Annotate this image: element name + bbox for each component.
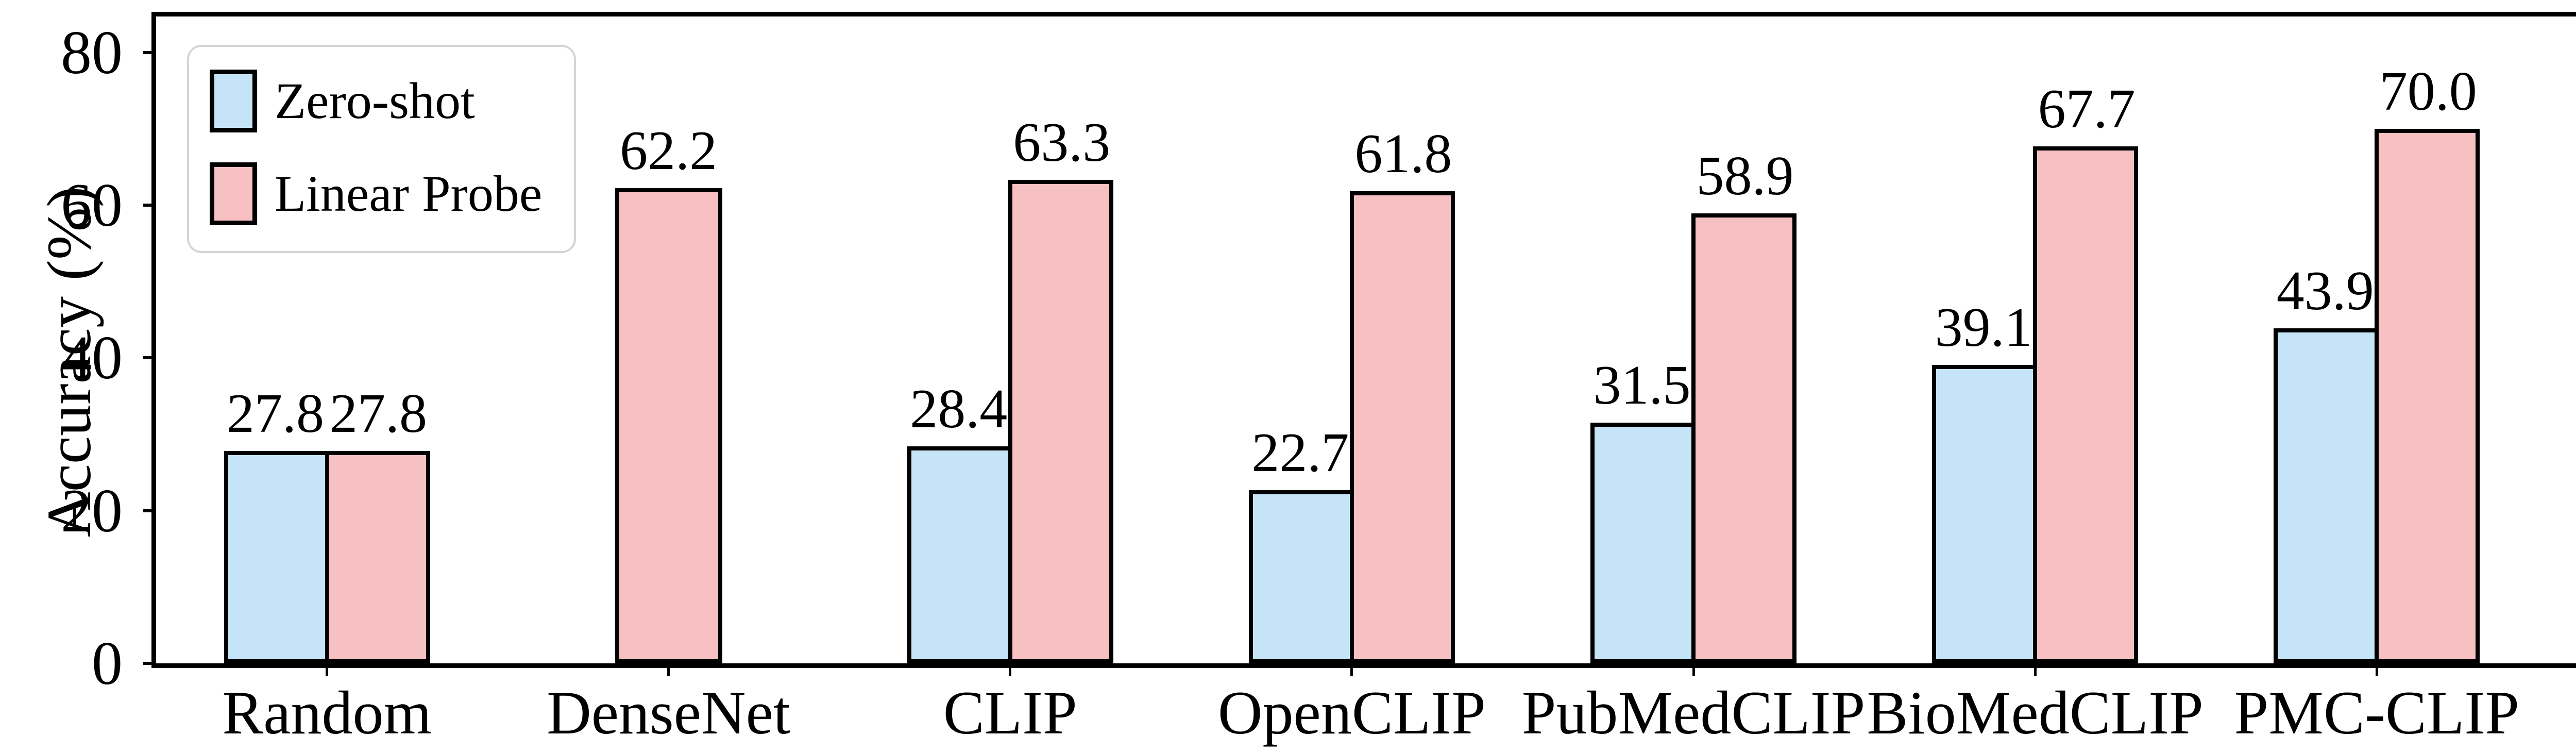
value-label-linear-probe-pubmedclip: 58.9 (1696, 145, 1794, 207)
x-tick-label-biomedclip: BioMedCLIP (1867, 678, 2204, 747)
bar-linear-probe-densenet (615, 188, 722, 663)
x-tick-label-pmc-clip: PMC-CLIP (2234, 678, 2519, 747)
value-label-zero-shot-biomedclip: 39.1 (1935, 296, 2032, 358)
y-tick-mark-60 (143, 203, 151, 207)
bar-linear-probe-biomedclip (2033, 146, 2139, 663)
x-tick-mark-openclip (1350, 668, 1353, 676)
y-tick-mark-80 (143, 51, 151, 54)
bar-zero-shot-openclip (1248, 490, 1354, 663)
y-tick-mark-40 (143, 356, 151, 360)
y-tick-label-60: 60 (61, 170, 123, 239)
y-tick-label-40: 40 (61, 323, 123, 392)
bar-linear-probe-random (325, 451, 430, 663)
x-tick-mark-pmc-clip (2375, 668, 2378, 676)
x-tick-label-densenet: DenseNet (547, 678, 791, 747)
x-tick-mark-biomedclip (2033, 668, 2037, 676)
bar-linear-probe-openclip (1349, 191, 1455, 663)
value-label-zero-shot-random: 27.8 (227, 383, 325, 445)
value-label-linear-probe-pmc-clip: 70.0 (2379, 60, 2477, 122)
x-tick-label-random: Random (222, 678, 432, 747)
legend: Zero-shot Linear Probe (187, 45, 577, 253)
bar-zero-shot-random (224, 451, 329, 663)
value-label-linear-probe-openclip: 61.8 (1354, 123, 1452, 185)
value-label-zero-shot-pubmedclip: 31.5 (1593, 355, 1691, 416)
y-tick-mark-20 (143, 509, 151, 512)
value-label-zero-shot-clip: 28.4 (910, 378, 1008, 440)
legend-label-linear-probe: Linear Probe (275, 165, 543, 222)
value-label-zero-shot-openclip: 22.7 (1251, 422, 1349, 483)
bar-zero-shot-pmc-clip (2274, 328, 2379, 663)
legend-item-zero-shot: Zero-shot (210, 70, 542, 132)
x-tick-label-clip: CLIP (943, 678, 1077, 747)
y-tick-label-20: 20 (61, 476, 123, 545)
value-label-linear-probe-random: 27.8 (330, 383, 428, 445)
bar-zero-shot-clip (907, 446, 1012, 663)
value-label-linear-probe-clip: 63.3 (1013, 112, 1111, 174)
x-tick-mark-pubmedclip (1692, 668, 1695, 676)
bar-linear-probe-pmc-clip (2375, 128, 2480, 663)
value-label-zero-shot-pmc-clip: 43.9 (2276, 260, 2374, 322)
bars-layer: 27.8 27.8 62.2 28.4 63.3 22.7 61.8 31.5 58.9 39.1… (156, 16, 2576, 663)
x-tick-mark-clip (1009, 668, 1012, 676)
bar-linear-probe-clip (1008, 180, 1113, 663)
x-tick-label-openclip: OpenCLIP (1217, 678, 1486, 747)
linear-probe-swatch-icon (210, 162, 257, 225)
y-tick-mark-0 (143, 662, 151, 665)
legend-label-zero-shot: Zero-shot (275, 72, 475, 129)
bar-zero-shot-biomedclip (1932, 364, 2038, 663)
value-label-linear-probe-biomedclip: 67.7 (2038, 78, 2136, 140)
x-tick-mark-random (326, 668, 329, 676)
x-tick-label-pubmedclip: PubMedCLIP (1521, 678, 1866, 747)
zero-shot-swatch-icon (210, 70, 257, 132)
plot-area: 27.8 27.8 62.2 28.4 63.3 22.7 61.8 31.5 58.9 39.1… (151, 12, 2576, 668)
x-tick-mark-densenet (667, 668, 670, 676)
legend-item-linear-probe: Linear Probe (210, 162, 542, 225)
y-tick-label-80: 80 (61, 18, 123, 87)
bar-linear-probe-pubmedclip (1691, 213, 1797, 663)
value-label-linear-probe-densenet: 62.2 (620, 120, 718, 182)
bar-zero-shot-pubmedclip (1590, 423, 1696, 663)
y-tick-label-0: 0 (92, 629, 123, 697)
